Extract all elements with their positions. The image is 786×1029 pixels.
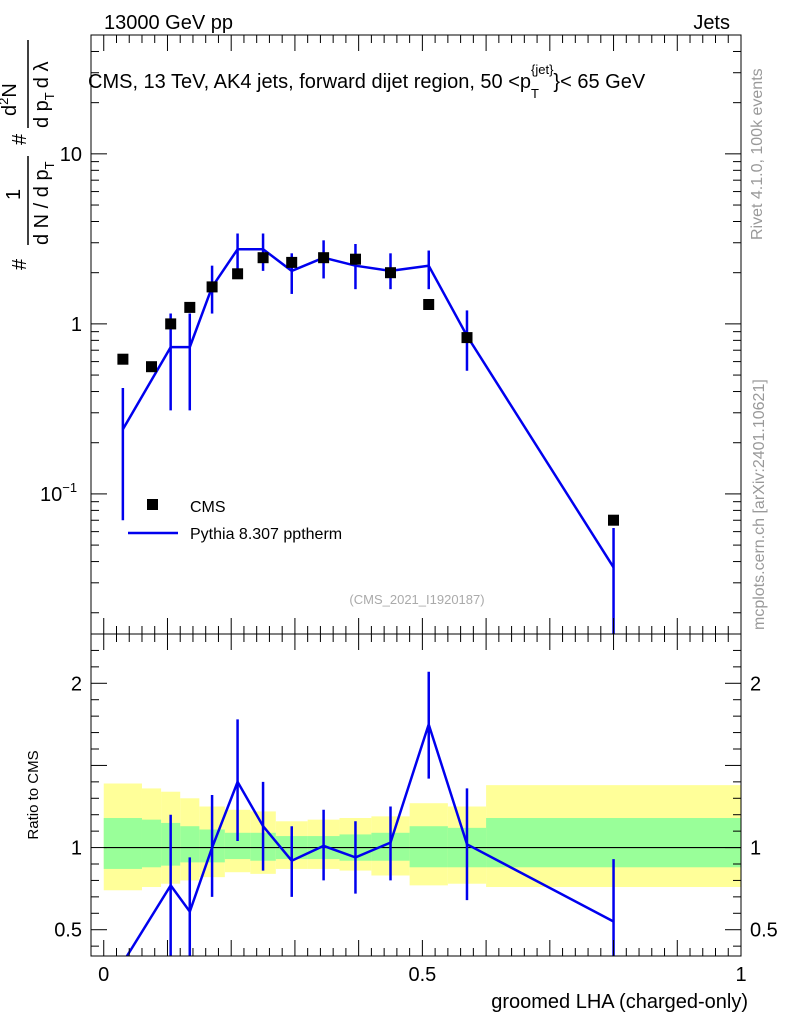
main-y-tick-label: 1 (71, 314, 82, 336)
ratio-plot-area (103, 671, 741, 956)
analysis-watermark: (CMS_2021_I1920187) (349, 592, 484, 607)
main-plot-area (117, 233, 619, 634)
x-tick-label: 1 (735, 964, 746, 986)
cms-data-point (184, 301, 196, 313)
rivet-label: Rivet 4.1.0, 100k events (749, 68, 766, 240)
site-label: mcplots.cern.ch [arXiv:2401.10621] (751, 379, 768, 630)
cms-data-point (385, 267, 396, 279)
main-y-tick-label: 10 (60, 144, 82, 166)
cms-data-point (165, 318, 177, 330)
cms-data-point (117, 353, 129, 365)
ratio-band-inner (180, 826, 200, 863)
ratio-y-tick-label-left: 0.5 (54, 920, 82, 942)
legend: CMS Pythia 8.307 pptherm (128, 499, 342, 543)
cms-data-point (461, 332, 473, 344)
x-tick-label: 0 (98, 964, 109, 986)
cms-data-point (206, 281, 218, 293)
main-axes: 10−1 1 10 (40, 34, 742, 634)
ratio-y-tick-label-left: 2 (71, 673, 82, 695)
cms-data-point (232, 268, 244, 280)
main-ylabel: # 1 d N / d pT # d2N d pTd λ (0, 40, 57, 270)
ratio-axes: 0.5 0.51 12 20 0.5 1 (54, 633, 778, 986)
ratio-band-inner (409, 826, 448, 868)
legend-cms-label: CMS (190, 499, 226, 516)
legend-pythia-label: Pythia 8.307 pptherm (190, 526, 342, 543)
ylabel-hash-1: # (9, 258, 31, 270)
ylabel-one: 1 (3, 189, 25, 200)
main-y-tick-label: 10−1 (40, 480, 77, 506)
category-label: Jets (693, 12, 730, 34)
ylabel-dpt-dlambda: d pTd λ (31, 62, 57, 128)
ratio-band-inner (103, 818, 142, 869)
ylabel-d2: d2N (0, 83, 21, 116)
ratio-y-tick-label-left: 1 (71, 838, 82, 860)
x-axis-label: groomed LHA (charged-only) (491, 991, 748, 1013)
cms-data-point (318, 252, 330, 264)
cms-data-point (286, 256, 298, 268)
main-title: CMS, 13 TeV, AK4 jets, forward dijet reg… (88, 62, 646, 101)
ratio-y-tick-label-right: 0.5 (750, 920, 778, 942)
cms-data-point (608, 514, 619, 526)
ylabel-hash-2: # (9, 133, 31, 145)
ratio-y-tick-label-right: 1 (750, 838, 761, 860)
cms-data-point (350, 253, 361, 265)
cms-data-point (257, 252, 269, 264)
cms-data-point (423, 299, 435, 310)
x-tick-label: 0.5 (408, 964, 436, 986)
ylabel-dn-dpt: d N / d pT (31, 161, 57, 245)
ratio-frame (90, 633, 742, 957)
cms-data-point (146, 361, 157, 373)
legend-cms-marker (147, 499, 158, 510)
ratio-y-tick-label-right: 2 (750, 673, 761, 695)
ratio-band-inner (141, 819, 162, 868)
ratio-ylabel: Ratio to CMS (25, 750, 42, 839)
energy-label: 13000 GeV pp (104, 12, 233, 34)
